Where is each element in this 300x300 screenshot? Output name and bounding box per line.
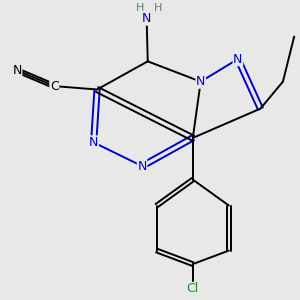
Text: N: N <box>233 52 242 66</box>
Text: N: N <box>196 75 206 88</box>
Text: H: H <box>136 3 144 13</box>
Text: N: N <box>89 136 98 149</box>
Text: N: N <box>137 160 147 172</box>
Text: Cl: Cl <box>187 282 199 296</box>
Text: N: N <box>12 64 22 77</box>
Text: N: N <box>142 12 151 25</box>
Text: H: H <box>154 3 162 13</box>
Text: C: C <box>50 80 58 93</box>
